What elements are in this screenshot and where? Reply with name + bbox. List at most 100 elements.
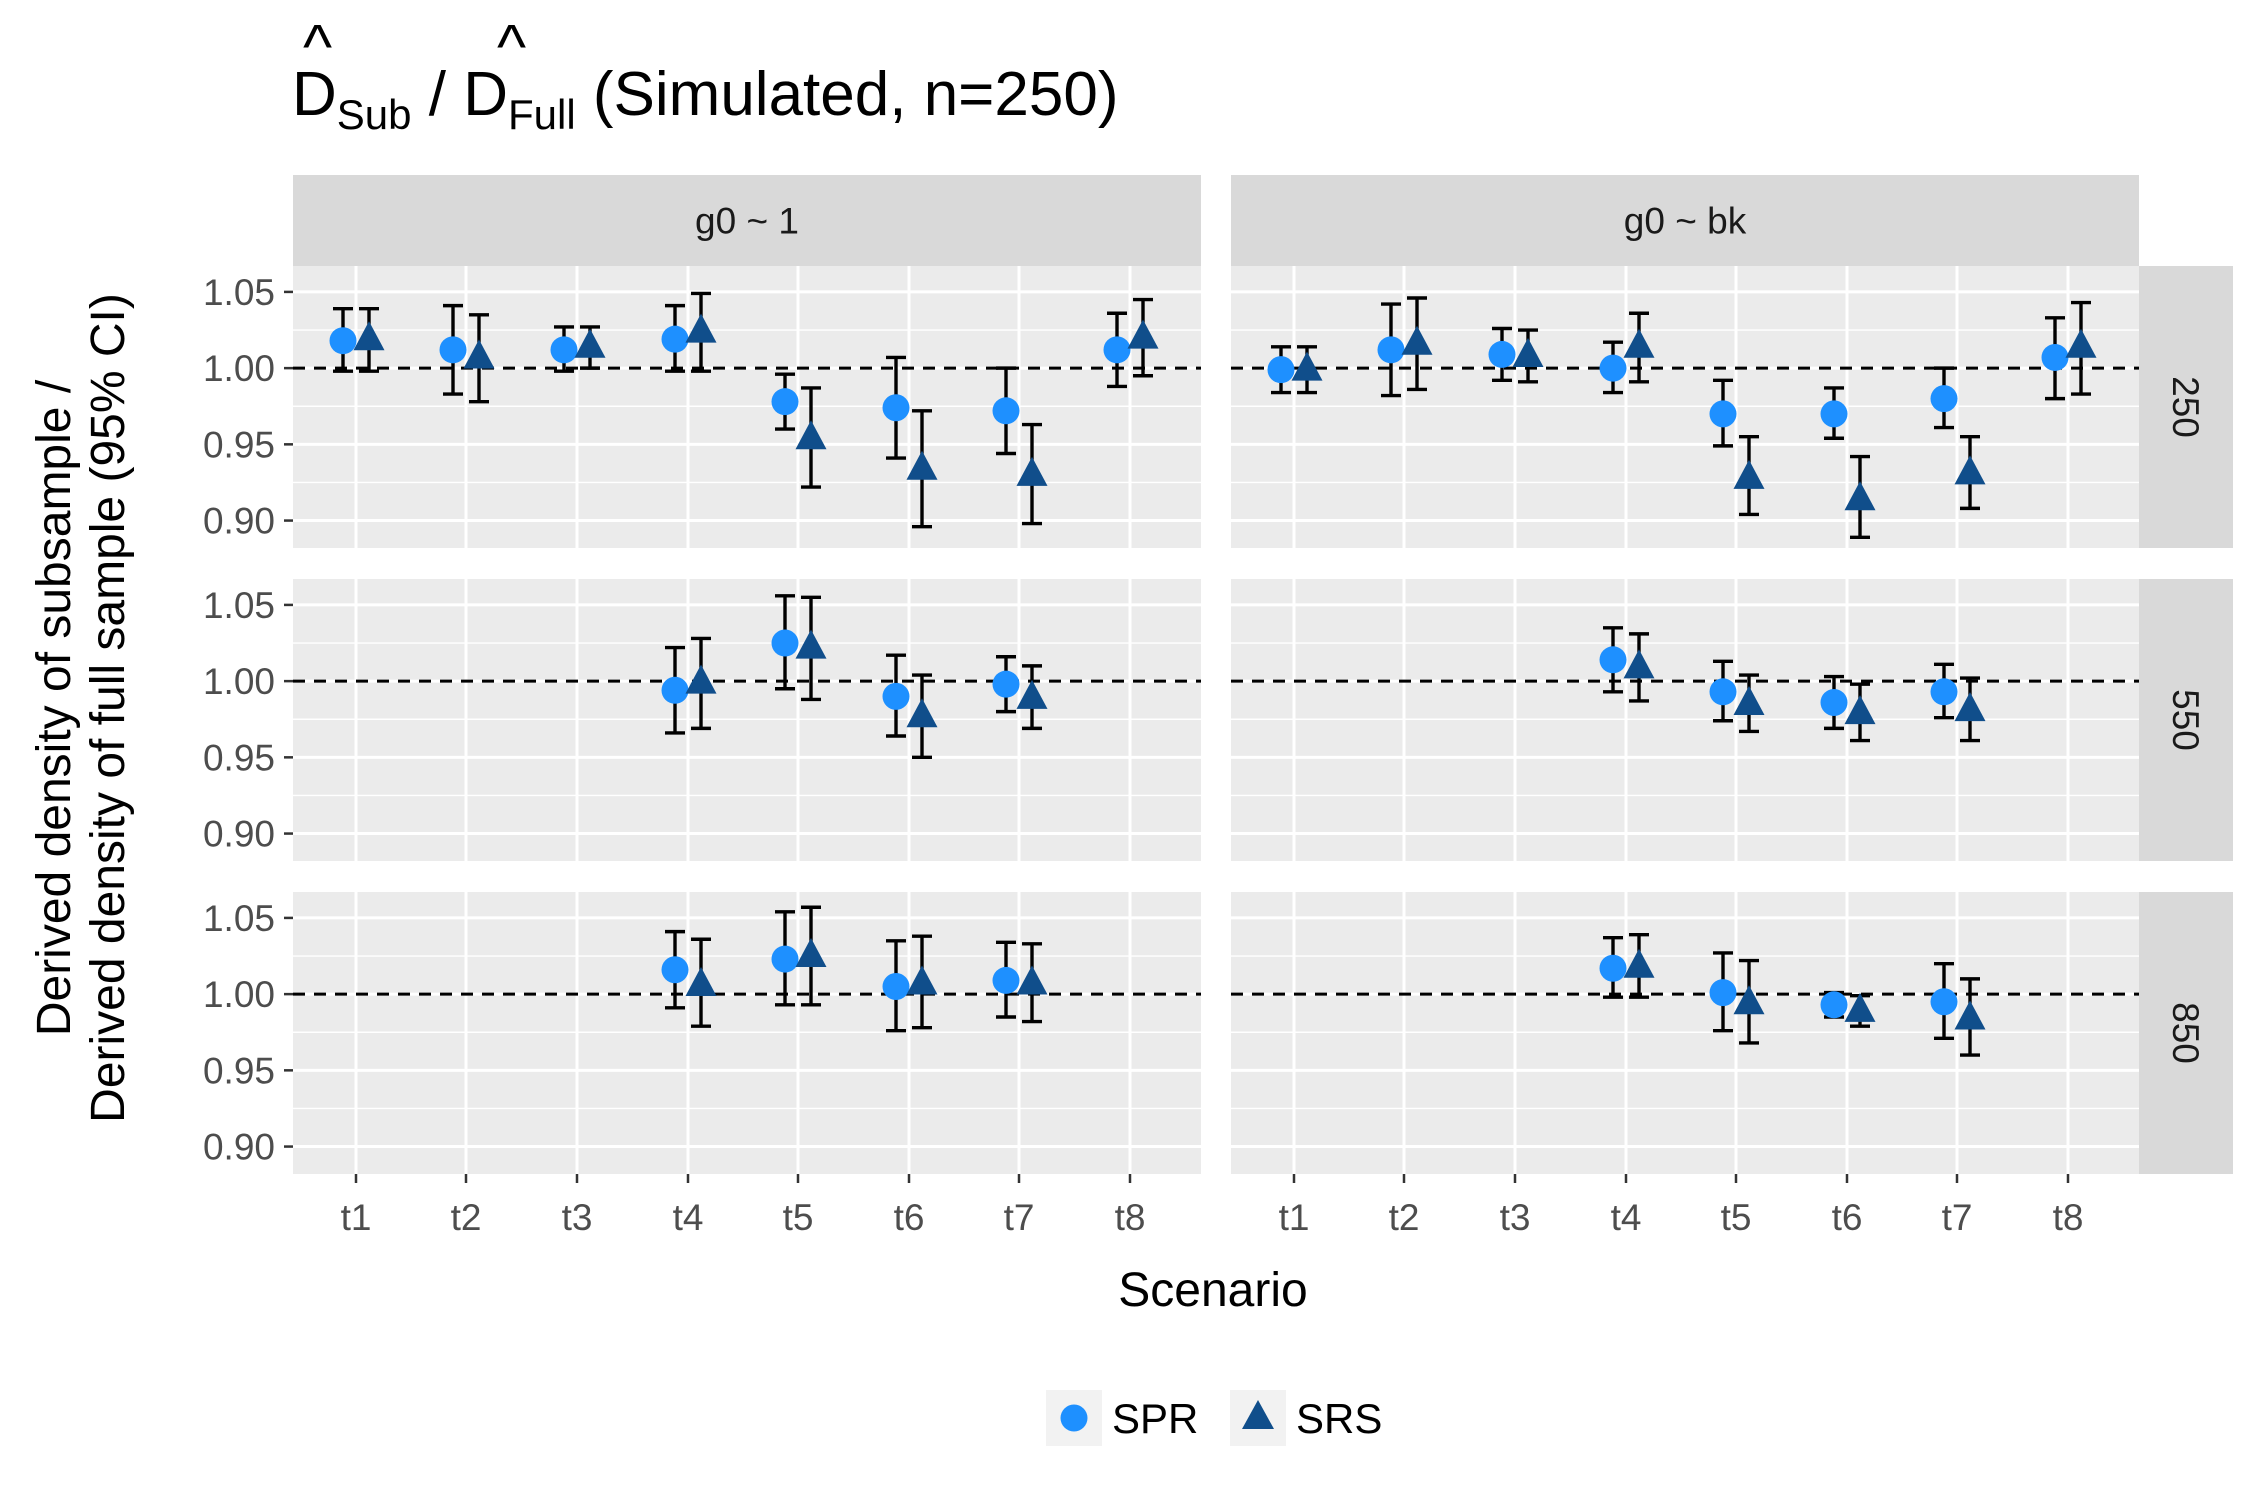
spr-point [771, 629, 799, 657]
spr-point [1820, 688, 1848, 716]
srs-point [1623, 948, 1655, 978]
title-hat-2: ^ [497, 13, 526, 82]
spr-point [550, 336, 578, 364]
facet-column-strip [293, 175, 1201, 266]
srs-point [1016, 965, 1048, 995]
title-prefix-sub: Sub [337, 91, 412, 138]
facet-row-label: 850 [2165, 1002, 2206, 1064]
srs-point [1016, 456, 1048, 486]
x-tick-label: t3 [1500, 1197, 1531, 1238]
spr-point [1930, 678, 1958, 706]
panel-series [1599, 626, 1986, 743]
srs-point [1844, 992, 1876, 1022]
srs-point [795, 938, 827, 968]
legend-item: SRS [1230, 1390, 1382, 1446]
y-tick-label: 0.90 [203, 501, 275, 542]
panel-background [293, 579, 1201, 861]
srs-point [1733, 985, 1765, 1015]
y-tick-label: 1.05 [203, 585, 275, 626]
srs-point [353, 321, 385, 351]
y-tick-label: 1.05 [203, 898, 275, 939]
srs-point [463, 339, 495, 369]
facet-row-strip [2139, 892, 2233, 1174]
y-axis-title-line-2: Derived density of full sample (95% CI) [82, 293, 135, 1123]
x-tick-label: t4 [1611, 1197, 1642, 1238]
legend-triangle-icon [1242, 1400, 1274, 1429]
legend-item: SPR [1046, 1390, 1198, 1446]
x-tick-label: t7 [1942, 1197, 1973, 1238]
srs-point [1401, 325, 1433, 355]
srs-point [685, 664, 717, 694]
facet-row-strip [2139, 266, 2233, 548]
spr-point [439, 336, 467, 364]
title-separator: / [412, 60, 464, 129]
y-tick-label: 0.95 [203, 424, 275, 465]
x-tick-label: t1 [1279, 1197, 1310, 1238]
panel-series [1267, 296, 2097, 540]
srs-point [685, 967, 717, 997]
facet-panel [293, 266, 1201, 548]
spr-point [1599, 954, 1627, 982]
legend-label: SRS [1296, 1395, 1382, 1442]
srs-point [2065, 328, 2097, 358]
facet-row-label: 250 [2165, 376, 2206, 438]
title-second: D [463, 60, 508, 129]
spr-point [1599, 646, 1627, 674]
panel-background [1231, 579, 2139, 861]
srs-point [906, 450, 938, 480]
spr-point [1709, 678, 1737, 706]
srs-point [1954, 455, 1986, 485]
spr-point [1930, 988, 1958, 1016]
y-tick-label: 1.05 [203, 272, 275, 313]
y-tick-label: 0.90 [203, 814, 275, 855]
y-tick-label: 1.00 [203, 974, 275, 1015]
title-suffix: (Simulated, n=250) [576, 60, 1119, 129]
y-axis-title-line-1: Derived density of subsample / [28, 379, 81, 1036]
facet-panel [293, 579, 1201, 861]
spr-point [329, 327, 357, 355]
facet-panel [1231, 579, 2139, 861]
spr-point [2041, 343, 2069, 371]
srs-point [1623, 649, 1655, 679]
srs-point [1844, 695, 1876, 725]
y-tick-label: 0.95 [203, 1050, 275, 1091]
x-axis-title: Scenario [1118, 1264, 1307, 1317]
srs-point [1733, 686, 1765, 716]
spr-point [1377, 336, 1405, 364]
facet-panel [293, 892, 1201, 1174]
y-tick-label: 1.00 [203, 348, 275, 389]
panel-background [293, 266, 1201, 548]
x-tick-label: t5 [783, 1197, 814, 1238]
panel-series [1599, 932, 1986, 1057]
srs-point [795, 420, 827, 450]
facet-row-strip [2139, 579, 2233, 861]
panel-background [293, 892, 1201, 1174]
spr-point [882, 973, 910, 1001]
title-second-sub: Full [508, 91, 576, 138]
legend: SPR SRS [1046, 1390, 1382, 1446]
spr-point [1267, 356, 1295, 384]
panel-series [661, 594, 1048, 760]
spr-point [661, 956, 689, 984]
axes: 0.90 0.95 1.00 1.05 0.90 0.95 1.00 1.05 0.90 0.95… [203, 272, 2083, 1238]
y-tick-label: 0.90 [203, 1127, 275, 1168]
panel-background [1231, 892, 2139, 1174]
spr-point [1103, 336, 1131, 364]
spr-point [882, 682, 910, 710]
chart-title: DSub / DFull (Simulated, n=250) [292, 60, 1118, 138]
x-tick-label: t2 [451, 1197, 482, 1238]
spr-point [1488, 340, 1516, 368]
srs-point [795, 629, 827, 659]
panel-background [1231, 266, 2139, 548]
x-tick-label: t6 [894, 1197, 925, 1238]
y-tick-label: 0.95 [203, 737, 275, 778]
srs-point [906, 698, 938, 728]
y-tick-label: 1.00 [203, 661, 275, 702]
facet-row-label: 550 [2165, 689, 2206, 751]
spr-point [1599, 354, 1627, 382]
spr-point [882, 394, 910, 422]
x-tick-label: t8 [1115, 1197, 1146, 1238]
spr-point [1820, 400, 1848, 428]
x-tick-label: t1 [341, 1197, 372, 1238]
